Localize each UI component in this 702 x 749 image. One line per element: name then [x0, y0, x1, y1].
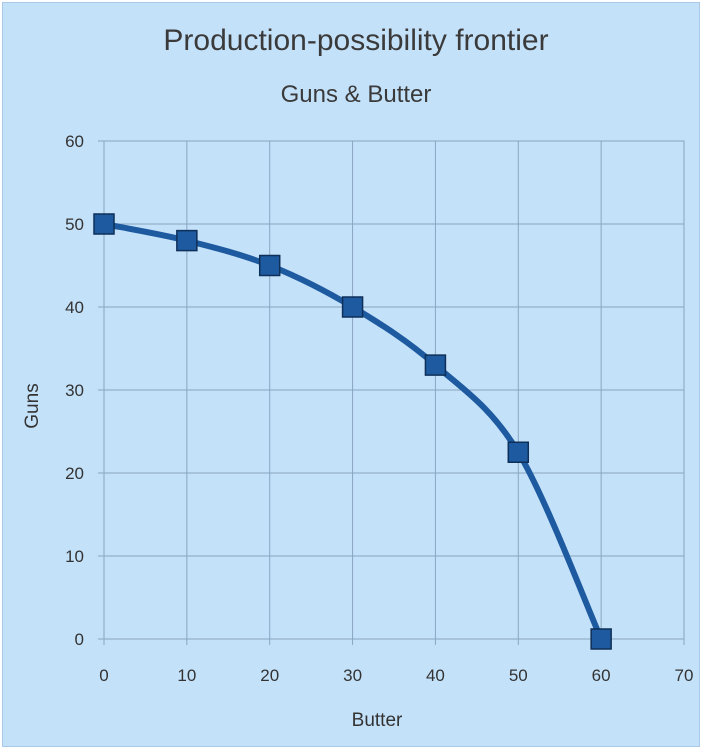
x-tick-label: 30: [343, 666, 362, 685]
y-tick-label: 30: [65, 381, 84, 400]
x-tick-label: 50: [509, 666, 528, 685]
tick-labels: 0 10 20 30 40 50 60 70 0 10 20 30 40 50 60: [65, 132, 693, 685]
grid-lines: [98, 140, 685, 645]
data-point-marker: [258, 254, 281, 277]
x-tick-label: 70: [675, 666, 694, 685]
chart-subtitle: Guns & Butter: [281, 81, 432, 108]
y-tick-label: 50: [65, 215, 84, 234]
y-tick-label: 0: [75, 630, 84, 649]
y-tick-label: 40: [65, 298, 84, 317]
data-point-marker: [93, 213, 115, 235]
x-tick-label: 20: [260, 666, 279, 685]
chart-title: Production-possibility frontier: [163, 24, 548, 57]
y-tick-label: 20: [65, 464, 84, 483]
x-tick-label: 10: [177, 666, 196, 685]
x-tick-label: 0: [99, 666, 108, 685]
y-axis-label: Guns: [22, 383, 43, 428]
data-point-marker: [176, 229, 198, 252]
series-layer: [93, 213, 612, 650]
x-tick-label: 40: [426, 666, 445, 685]
x-tick-label: 60: [592, 666, 611, 685]
y-tick-label: 60: [65, 132, 84, 151]
data-point-marker: [507, 441, 530, 463]
data-point-marker: [341, 296, 364, 318]
y-tick-label: 10: [65, 547, 84, 566]
data-point-marker: [424, 354, 447, 376]
x-axis-label: Butter: [352, 710, 403, 731]
data-point-marker: [590, 628, 612, 650]
